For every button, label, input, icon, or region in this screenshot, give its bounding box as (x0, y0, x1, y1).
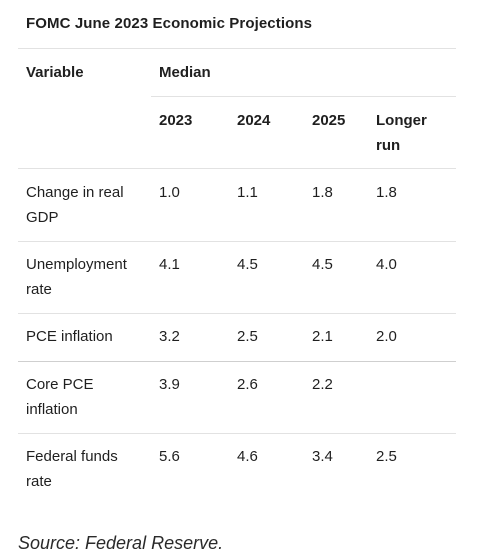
row-value: 2.2 (312, 376, 333, 393)
divider (18, 361, 456, 362)
row-value: 3.2 (159, 328, 180, 345)
row-value: 1.8 (312, 184, 333, 201)
row-value: 5.6 (159, 448, 180, 465)
row-label: Core PCE inflation (26, 376, 94, 418)
row-value: 2.0 (376, 328, 397, 345)
divider (151, 96, 456, 97)
row-label: PCE inflation (26, 328, 113, 345)
divider (18, 241, 456, 242)
row-label: Unemployment rate (26, 256, 127, 298)
divider (18, 168, 456, 169)
row-value: 1.8 (376, 184, 397, 201)
row-value: 1.1 (237, 184, 258, 201)
divider (18, 48, 456, 49)
row-value: 2.5 (237, 328, 258, 345)
row-label: Change in real GDP (26, 184, 124, 226)
divider (18, 433, 456, 434)
header-year-2025: 2025 (312, 112, 346, 129)
header-year-2023: 2023 (159, 112, 193, 129)
row-value: 3.4 (312, 448, 333, 465)
divider (18, 313, 456, 314)
row-value: 4.0 (376, 256, 397, 273)
row-value: 2.5 (376, 448, 397, 465)
row-value: 4.1 (159, 256, 180, 273)
row-value: 2.6 (237, 376, 258, 393)
row-value: 4.5 (237, 256, 258, 273)
header-longer-run: Longer run (376, 112, 427, 154)
header-variable: Variable (26, 64, 84, 81)
header-median: Median (159, 64, 211, 81)
row-value: 3.9 (159, 376, 180, 393)
row-value: 2.1 (312, 328, 333, 345)
table-title: FOMC June 2023 Economic Projections (26, 15, 313, 32)
source-caption: Source: Federal Reserve. (18, 533, 224, 553)
row-label: Federal funds rate (26, 448, 118, 490)
row-value: 1.0 (159, 184, 180, 201)
row-value: 4.6 (237, 448, 258, 465)
header-year-2024: 2024 (237, 112, 271, 129)
row-value: 4.5 (312, 256, 333, 273)
